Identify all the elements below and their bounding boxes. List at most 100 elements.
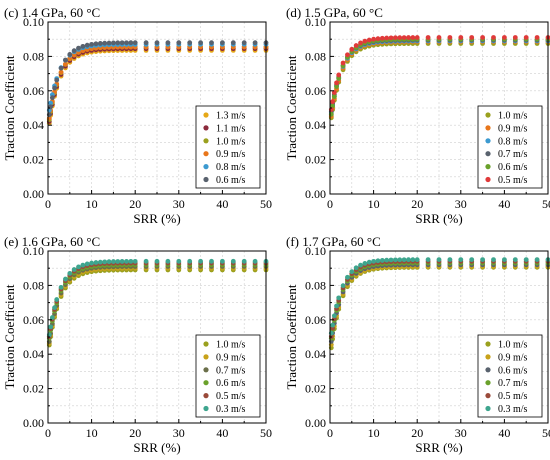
data-point: [480, 257, 485, 263]
data-point: [340, 60, 346, 66]
y-tick-label: 0.10: [305, 244, 326, 258]
x-tick-label: 40: [498, 197, 510, 211]
data-point: [119, 259, 125, 264]
data-point: [52, 305, 57, 311]
legend-marker: [203, 138, 209, 144]
data-point: [93, 260, 99, 265]
data-point: [345, 52, 350, 58]
data-point: [334, 80, 339, 86]
data-point: [345, 274, 350, 280]
legend-label: 1.0 m/s: [498, 340, 528, 351]
legend-marker: [485, 176, 491, 183]
data-point: [165, 258, 171, 264]
data-point: [502, 257, 507, 262]
data-point: [63, 61, 68, 67]
data-point: [165, 40, 171, 46]
data-point: [89, 260, 94, 266]
x-tick-label: 20: [129, 197, 141, 211]
data-point: [371, 36, 376, 42]
data-point: [534, 257, 540, 262]
legend-label: 1.1 m/s: [216, 123, 246, 134]
legend-label: 0.3 m/s: [216, 404, 246, 415]
data-point: [336, 75, 342, 81]
y-axis-label: Traction Coefficient: [2, 284, 17, 389]
data-point: [469, 257, 475, 263]
chart-panel-4: 0 10 20 30 40 50 0.00 0.02 0.04 0.06 0.08 0.10(f) 1…: [284, 234, 550, 455]
data-point: [76, 264, 81, 270]
legend-label: 1.0 m/s: [498, 111, 528, 122]
data-point: [209, 258, 214, 264]
x-tick-label: 50: [542, 426, 550, 440]
data-point: [491, 35, 496, 40]
data-point: [379, 258, 385, 263]
legend-label: 0.9 m/s: [216, 352, 246, 363]
data-point: [384, 257, 390, 263]
data-point: [124, 40, 129, 46]
data-point: [512, 257, 518, 262]
y-tick-label: 0.00: [305, 416, 326, 430]
data-point: [220, 40, 225, 46]
data-point: [230, 258, 236, 264]
data-point: [241, 40, 247, 46]
data-point: [379, 35, 385, 41]
x-tick-label: 0: [327, 426, 333, 440]
y-tick-label: 0.08: [305, 49, 326, 63]
legend-marker: [203, 380, 209, 386]
data-point: [67, 270, 73, 276]
y-tick-label: 0.02: [23, 382, 44, 396]
legend-label: 0.5 m/s: [498, 175, 528, 186]
legend-marker: [485, 138, 491, 144]
data-point: [366, 259, 372, 265]
y-tick-label: 0.04: [23, 118, 44, 132]
y-tick-label: 0.10: [305, 15, 326, 29]
data-point: [187, 40, 193, 46]
data-point: [366, 37, 372, 43]
data-point: [252, 258, 258, 264]
data-point: [143, 40, 149, 46]
x-tick-label: 0: [45, 426, 51, 440]
data-point: [48, 324, 54, 330]
data-point: [176, 258, 182, 264]
legend-label: 0.6 m/s: [216, 175, 246, 186]
y-tick-label: 0.04: [305, 347, 326, 361]
x-tick-label: 40: [498, 426, 510, 440]
data-point: [102, 40, 108, 46]
legend-marker: [203, 367, 209, 373]
y-tick-label: 0.00: [305, 187, 326, 201]
data-point: [198, 258, 204, 264]
data-point: [49, 95, 55, 101]
data-point: [106, 259, 112, 265]
x-tick-label: 10: [86, 426, 98, 440]
data-point: [353, 265, 359, 271]
legend-marker: [203, 151, 209, 157]
data-point: [447, 35, 453, 40]
panel-title: (d) 1.5 GPa, 60 °C: [286, 5, 383, 20]
legend-marker: [485, 112, 491, 118]
data-point: [330, 322, 336, 328]
data-point: [414, 257, 420, 263]
panel-title: (c) 1.4 GPa, 60 °C: [4, 5, 100, 20]
data-point: [436, 257, 442, 263]
x-tick-label: 30: [173, 426, 185, 440]
x-tick-label: 10: [368, 197, 380, 211]
data-point: [534, 35, 540, 40]
y-tick-label: 0.08: [305, 278, 326, 292]
y-tick-label: 0.06: [23, 313, 44, 327]
y-axis-label: Traction Coefficient: [2, 55, 17, 160]
data-point: [52, 85, 57, 91]
data-point: [375, 258, 381, 264]
data-point: [502, 35, 507, 40]
x-axis-label: SRR (%): [415, 440, 462, 455]
data-point: [71, 48, 77, 54]
x-tick-label: 0: [327, 197, 333, 211]
data-point: [106, 40, 112, 46]
data-point: [397, 257, 403, 263]
x-tick-label: 20: [129, 426, 141, 440]
data-point: [384, 35, 390, 41]
legend-marker: [485, 367, 491, 373]
x-tick-label: 50: [260, 426, 272, 440]
data-point: [358, 262, 363, 268]
y-tick-label: 0.00: [23, 187, 44, 201]
legend-box: [477, 334, 543, 418]
x-tick-label: 40: [216, 197, 228, 211]
